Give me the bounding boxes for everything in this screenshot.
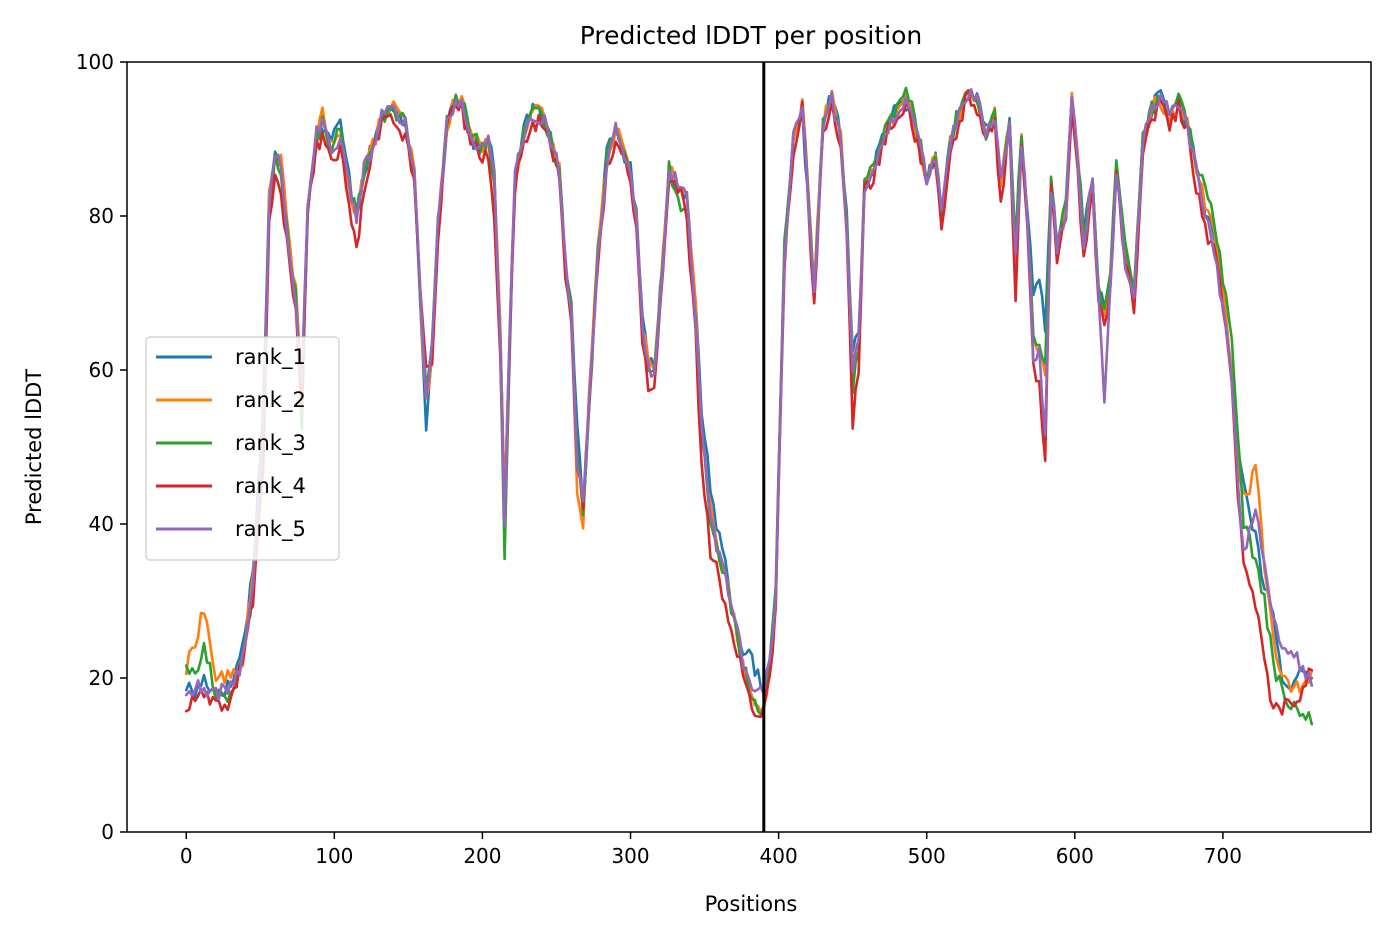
y-tick-label: 60 — [89, 358, 114, 382]
y-axis-label: Predicted lDDT — [22, 369, 46, 525]
plot-frame — [126, 61, 1372, 833]
x-tick-label: 600 — [1056, 844, 1094, 868]
x-axis: 0 100 200 300 400 500 600 700 — [180, 832, 1242, 868]
chart-title: Predicted lDDT per position — [580, 21, 922, 50]
x-tick-label: 500 — [908, 844, 946, 868]
x-tick-label: 700 — [1204, 844, 1242, 868]
y-tick-label: 40 — [89, 512, 114, 536]
plot-area — [184, 62, 1314, 832]
x-tick-label: 400 — [760, 844, 798, 868]
series-line-rank_5 — [184, 88, 1314, 701]
y-tick-label: 20 — [89, 666, 114, 690]
x-tick-label: 0 — [180, 844, 193, 868]
y-tick-label: 0 — [101, 820, 114, 844]
y-tick-label: 80 — [89, 204, 114, 228]
legend-label-rank_3: rank_3 — [235, 431, 306, 456]
legend-box — [145, 336, 340, 561]
legend-label-rank_5: rank_5 — [235, 517, 306, 542]
y-tick-label: 100 — [76, 50, 114, 74]
x-axis-label: Positions — [705, 892, 798, 916]
legend: rank_1 rank_2 rank_3 rank_4 rank_5 — [145, 336, 340, 561]
series-layer — [184, 86, 1314, 726]
legend-label-rank_1: rank_1 — [235, 345, 306, 370]
x-tick-label: 300 — [611, 844, 649, 868]
y-axis: 0 20 40 60 80 100 — [76, 50, 127, 844]
legend-label-rank_4: rank_4 — [235, 474, 306, 499]
x-tick-label: 200 — [463, 844, 501, 868]
x-tick-label: 100 — [315, 844, 353, 868]
legend-label-rank_2: rank_2 — [235, 388, 306, 413]
